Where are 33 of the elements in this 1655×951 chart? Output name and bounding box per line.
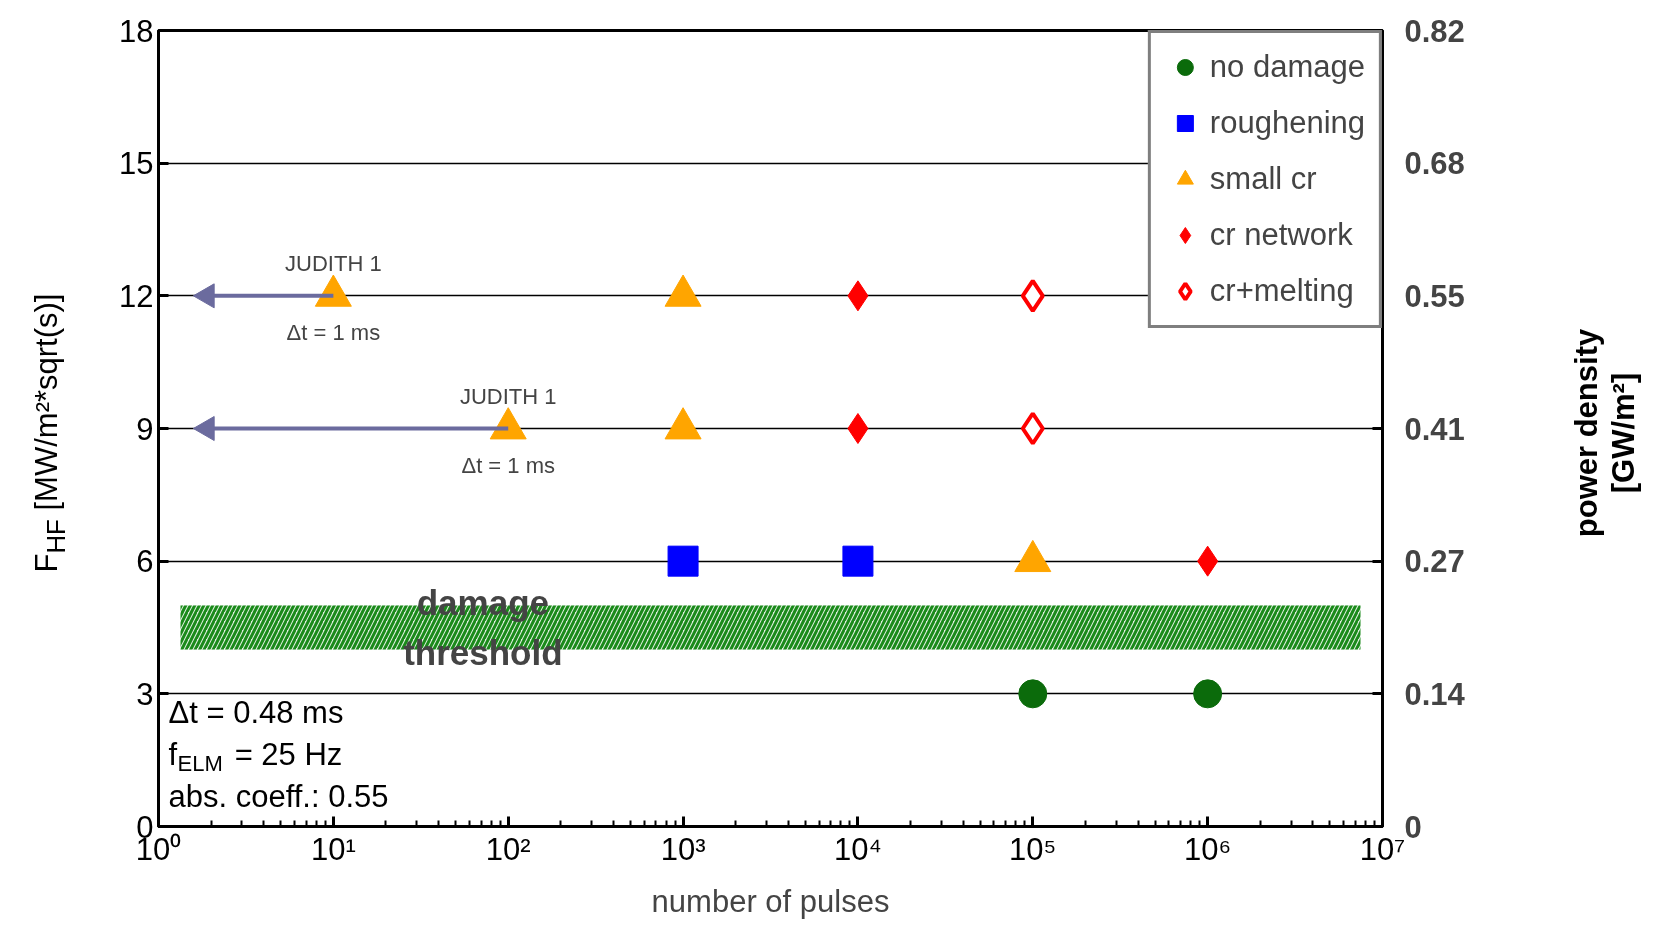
x-tick-label: 10⁴ <box>834 831 882 867</box>
y-tick-label: 12 <box>119 278 154 314</box>
y-tick-label: 18 <box>119 13 154 49</box>
x-tick-label: 10¹ <box>310 831 356 867</box>
annotation: Δt = 1 ms <box>286 320 381 346</box>
y2-tick-label: 0.55 <box>1404 278 1465 314</box>
annotation: JUDITH 1 <box>459 384 557 409</box>
legend-label: cr+melting <box>1209 273 1354 309</box>
y2-axis-title: power density [GW/m²] <box>1567 328 1642 538</box>
y2-tick-label: 0.68 <box>1404 146 1465 182</box>
legend-label: cr network <box>1209 217 1353 253</box>
y-tick-label: 9 <box>136 411 154 447</box>
x-axis-title: number of pulses <box>651 883 890 919</box>
x-tick-label: 10³ <box>660 831 706 867</box>
annotation: JUDITH 1 <box>285 251 382 277</box>
x-tick-label: 10² <box>485 831 531 867</box>
y2-tick-label: 0.82 <box>1404 13 1465 49</box>
x-tick-label: 10⁶ <box>1184 831 1232 867</box>
annotation: abs. coeff.: 0.55 <box>168 779 389 814</box>
x-tick-label: 10⁷ <box>1359 831 1406 867</box>
y2-tick-label: 0 <box>1404 809 1422 845</box>
x-tick-label: 10⁵ <box>1009 831 1057 867</box>
legend-label: roughening <box>1209 105 1365 141</box>
y2-tick-label: 0.14 <box>1404 676 1466 712</box>
annotation: Δt = 1 ms <box>461 453 555 478</box>
y-tick-label: 6 <box>136 544 154 580</box>
y-tick-label: 3 <box>136 676 154 712</box>
y2-tick-label: 0.27 <box>1404 544 1465 580</box>
y2-tick-label: 0.41 <box>1404 411 1465 447</box>
legend-label: small cr <box>1209 161 1317 197</box>
y-tick-label: 15 <box>119 146 154 182</box>
legend-label: no damage <box>1209 49 1365 85</box>
annotation: Δt = 0.48 ms <box>168 695 344 730</box>
